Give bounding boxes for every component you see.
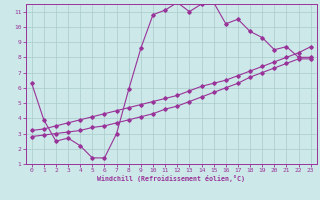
X-axis label: Windchill (Refroidissement éolien,°C): Windchill (Refroidissement éolien,°C) (97, 175, 245, 182)
